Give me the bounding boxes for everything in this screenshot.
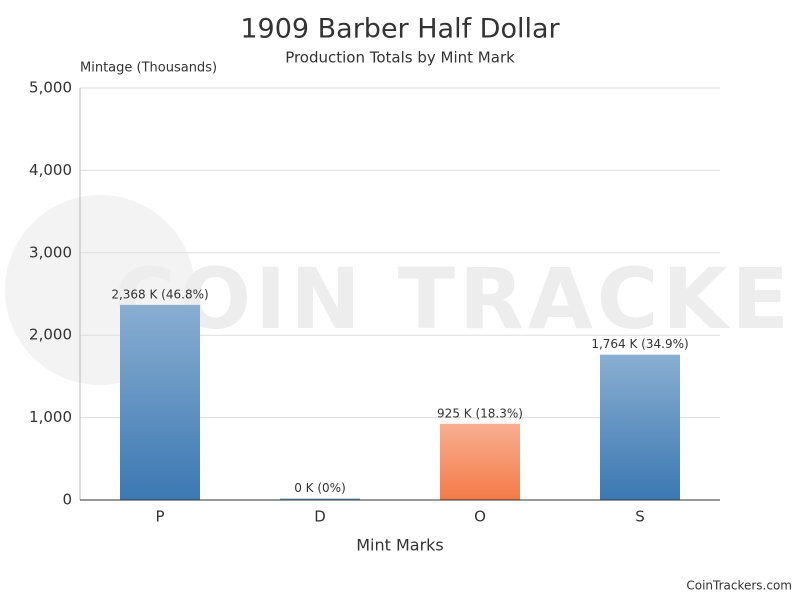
x-tick-label: S bbox=[635, 508, 645, 526]
chart-subtitle: Production Totals by Mint Mark bbox=[285, 49, 515, 67]
y-tick-label: 0 bbox=[62, 491, 72, 509]
y-tick-label: 5,000 bbox=[29, 79, 72, 97]
y-tick-label: 3,000 bbox=[29, 243, 72, 261]
y-tick-label: 4,000 bbox=[29, 161, 72, 179]
bar bbox=[440, 423, 520, 500]
data-label: 0 K (0%) bbox=[294, 481, 346, 495]
bar bbox=[280, 498, 360, 500]
credit: CoinTrackers.com bbox=[686, 579, 792, 593]
bar bbox=[120, 304, 200, 500]
y-axis-title: Mintage (Thousands) bbox=[80, 61, 217, 76]
x-tick-label: P bbox=[155, 508, 164, 526]
watermark: COIN TRACKERS bbox=[114, 250, 800, 348]
bar bbox=[600, 354, 680, 500]
data-label: 925 K (18.3%) bbox=[437, 406, 523, 420]
data-label: 2,368 K (46.8%) bbox=[111, 287, 208, 301]
data-label: 1,764 K (34.9%) bbox=[591, 337, 688, 351]
x-axis-title: Mint Marks bbox=[356, 536, 444, 555]
x-tick-label: D bbox=[314, 508, 326, 526]
x-tick-label: O bbox=[474, 508, 486, 526]
y-tick-label: 2,000 bbox=[29, 326, 72, 344]
y-tick-label: 1,000 bbox=[29, 408, 72, 426]
chart-title: 1909 Barber Half Dollar bbox=[240, 14, 560, 45]
